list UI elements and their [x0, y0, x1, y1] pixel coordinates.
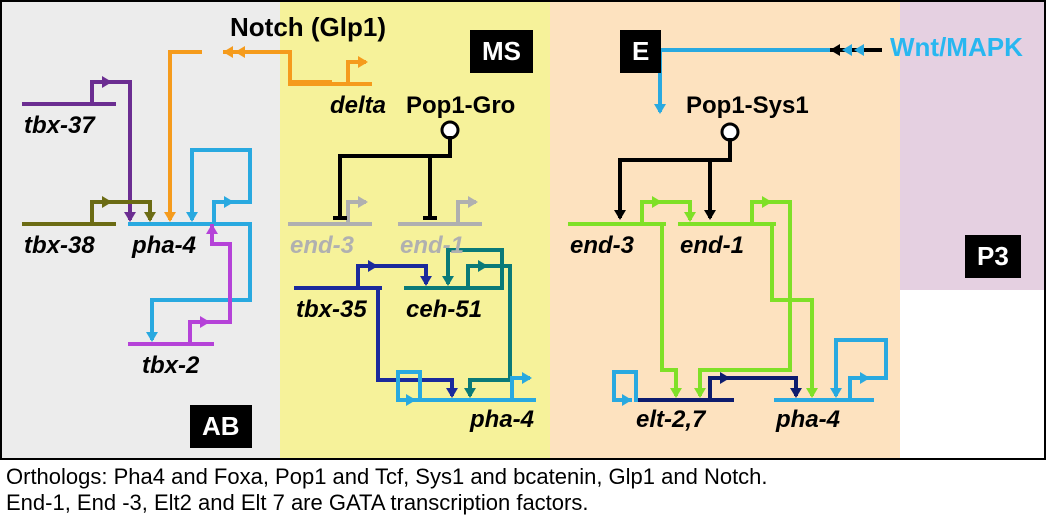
badge-E: E — [620, 30, 661, 73]
label-notch: Notch (Glp1) — [230, 12, 386, 43]
gene-end3: end-3 — [570, 232, 634, 260]
gene-pha4b: pha-4 — [470, 406, 534, 434]
gene-ceh51: ceh-51 — [406, 296, 482, 324]
grn-diagram: AB MS E P3 Notch (Glp1) Wnt/MAPK Pop1-Gr… — [0, 0, 1050, 519]
label-pop1gro: Pop1-Gro — [406, 92, 515, 120]
gene-pha4c: pha-4 — [776, 406, 840, 434]
gene-pha4a: pha-4 — [132, 232, 196, 260]
badge-MS: MS — [470, 30, 533, 73]
gene-elt27: elt-2,7 — [636, 406, 705, 434]
gene-tbx2: tbx-2 — [142, 352, 199, 380]
label-pop1sys: Pop1-Sys1 — [686, 92, 809, 120]
gene-delta: delta — [330, 92, 386, 120]
badge-AB: AB — [190, 405, 252, 448]
gene-end1g: end-1 — [400, 232, 464, 260]
badge-P3: P3 — [965, 235, 1021, 278]
label-wnt: Wnt/MAPK — [890, 32, 1023, 63]
gene-tbx38: tbx-38 — [24, 232, 95, 260]
caption-line1: Orthologs: Pha4 and Foxa, Pop1 and Tcf, … — [6, 464, 768, 489]
caption-line2: End-1, End -3, Elt2 and Elt 7 are GATA t… — [6, 490, 588, 515]
gene-end1: end-1 — [680, 232, 744, 260]
gene-tbx37: tbx-37 — [24, 112, 95, 140]
gene-tbx35: tbx-35 — [296, 296, 367, 324]
gene-end3g: end-3 — [290, 232, 354, 260]
